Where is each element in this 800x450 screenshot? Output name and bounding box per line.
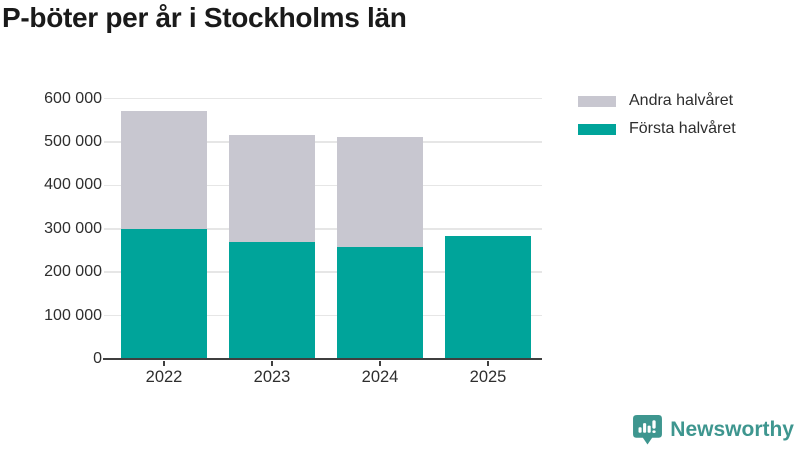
bar-segment-2025 [445, 236, 531, 359]
chart-legend: Andra halvåret Första halvåret [578, 92, 736, 138]
bar-segment-2024 [337, 137, 423, 247]
y-axis-tick-label: 400 000 [44, 176, 102, 194]
x-axis-tick-mark [487, 360, 489, 366]
gridline [104, 271, 542, 273]
bar-segment-2024 [337, 246, 423, 359]
gridline [104, 228, 542, 230]
gridline [104, 314, 542, 317]
newsworthy-logo-icon [633, 415, 663, 445]
x-axis-tick-mark [271, 360, 273, 366]
legend-item: Första halvåret [578, 120, 736, 138]
y-axis-tick-label: 600 000 [44, 89, 102, 107]
legend-swatch [578, 123, 616, 135]
bar-segment-2023 [229, 135, 315, 242]
gridline [104, 141, 542, 143]
y-axis-tick-label: 300 000 [44, 219, 102, 237]
y-axis-tick-label: 100 000 [44, 306, 102, 324]
x-axis-tick-label: 2025 [469, 368, 507, 386]
x-axis-tick-mark [379, 360, 381, 366]
legend-item: Andra halvåret [578, 92, 736, 110]
bar-segment-2023 [229, 241, 315, 359]
x-axis-tick-mark [163, 360, 165, 366]
gridline [104, 184, 542, 187]
legend-label: Andra halvåret [629, 92, 734, 109]
legend-swatch [578, 95, 616, 107]
x-axis-tick-label: 2023 [253, 368, 291, 386]
gridline [104, 97, 542, 100]
legend-label: Första halvåret [629, 120, 736, 137]
newsworthy-logo: Newsworthy [632, 414, 794, 445]
chart-title: P-böter per år i Stockholms län [2, 2, 407, 33]
bar-segment-2022 [121, 228, 207, 359]
newsworthy-logo-text: Newsworthy [670, 417, 794, 441]
x-axis-line [103, 357, 542, 361]
y-axis-tick-label: 500 000 [44, 132, 102, 150]
y-axis-tick-label: 200 000 [44, 263, 102, 281]
x-axis-tick-label: 2022 [145, 368, 183, 386]
bar-segment-2022 [121, 110, 207, 229]
x-axis-tick-label: 2024 [361, 368, 399, 386]
y-axis-tick-label: 0 [93, 350, 102, 367]
